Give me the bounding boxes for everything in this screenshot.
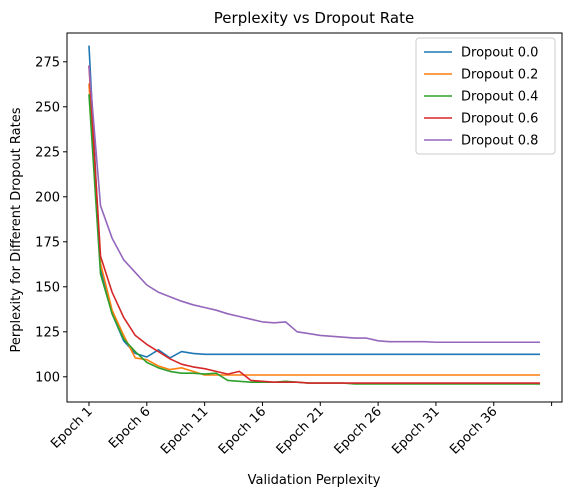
legend: Dropout 0.0 Dropout 0.2 Dropout 0.4 Dropout… — [415, 37, 556, 155]
y-axis: 100 125 150 175 200 225 250 275 — [35, 55, 67, 385]
legend-label: Dropout 0.8 — [461, 134, 538, 149]
x-axis-label: Validation Perplexity — [248, 473, 381, 488]
series-lines — [88, 45, 541, 385]
y-tick-label: 100 — [35, 370, 60, 385]
series-line-dropout-0-6 — [88, 65, 541, 384]
y-tick-label: 200 — [35, 190, 60, 205]
legend-label: Dropout 0.2 — [461, 68, 538, 83]
legend-box — [415, 37, 556, 155]
legend-label: Dropout 0.0 — [461, 46, 538, 61]
y-tick-label: 150 — [35, 280, 60, 295]
y-axis-label: Perplexity for Different Dropout Rates — [9, 107, 24, 352]
y-tick-label: 275 — [35, 55, 60, 70]
y-tick-label: 225 — [35, 145, 60, 160]
chart-title: Perplexity vs Dropout Rate — [214, 9, 414, 27]
y-tick-label: 250 — [35, 100, 60, 115]
series-line-dropout-0-2 — [88, 83, 541, 376]
series-line-dropout-0-8 — [88, 65, 541, 344]
legend-label: Dropout 0.6 — [461, 112, 538, 127]
plot-area-frame — [66, 32, 563, 403]
series-line-dropout-0-0 — [88, 45, 541, 359]
legend-label: Dropout 0.4 — [461, 90, 538, 105]
y-tick-label: 125 — [35, 325, 60, 340]
y-tick-label: 175 — [35, 235, 60, 250]
